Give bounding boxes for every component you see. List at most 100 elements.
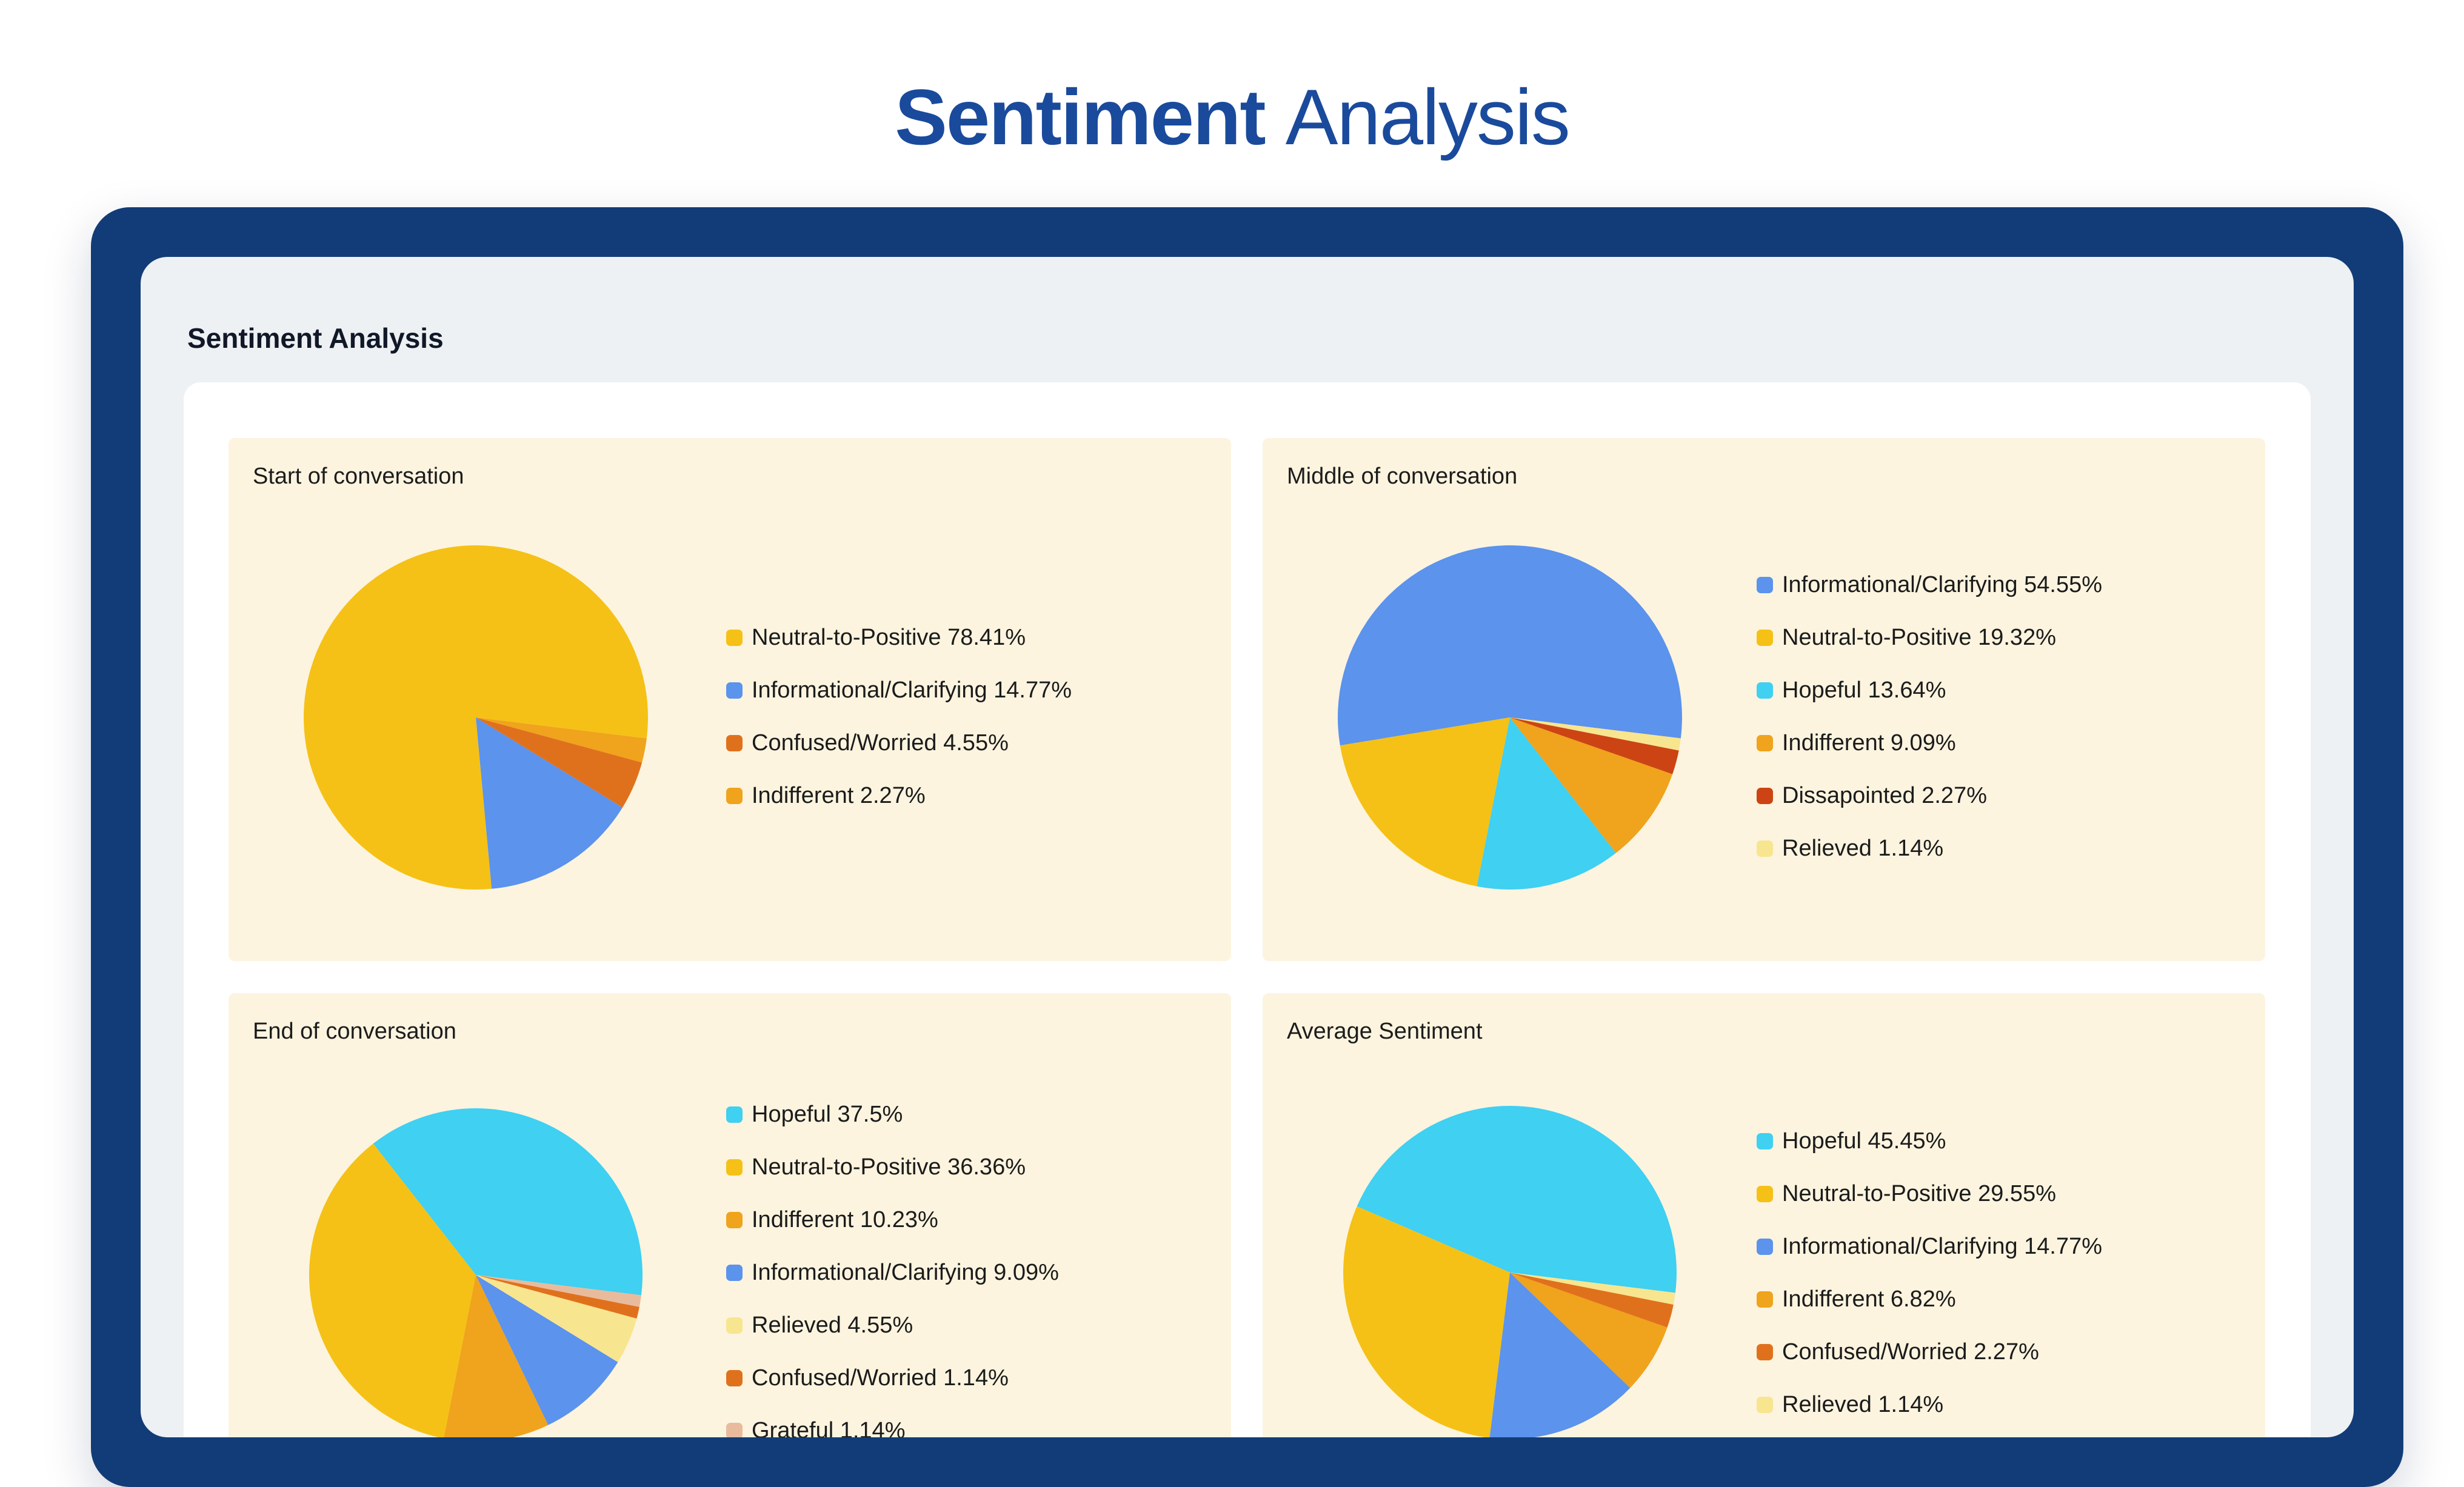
chart-title: Start of conversation xyxy=(253,464,464,489)
legend-swatch xyxy=(726,735,743,751)
legend-label: Neutral-to-Positive 19.32% xyxy=(1782,625,2056,650)
legend-swatch xyxy=(1757,682,1773,699)
legend-item[interactable]: Grateful 1.14% xyxy=(726,1405,1059,1437)
legend-label: Hopeful 45.45% xyxy=(1782,1128,1946,1154)
legend-item[interactable]: Neutral-to-Positive 29.55% xyxy=(1757,1168,2102,1220)
pie-chart xyxy=(1338,545,1682,890)
chart-title: Middle of conversation xyxy=(1287,464,1518,489)
chart-title: End of conversation xyxy=(253,1019,456,1044)
legend-label: Neutral-to-Positive 78.41% xyxy=(752,625,1026,650)
legend-item[interactable]: Neutral-to-Positive 36.36% xyxy=(726,1141,1059,1194)
sentiment-card: Sentiment Analysis Start of conversation… xyxy=(91,207,2403,1487)
pie-slice xyxy=(476,717,647,763)
pie-slice xyxy=(1510,717,1673,853)
legend-item[interactable]: Confused/Worried 1.14% xyxy=(726,1352,1059,1405)
legend-swatch xyxy=(1757,1344,1773,1360)
legend-swatch xyxy=(1757,788,1773,804)
legend-item[interactable]: Hopeful 45.45% xyxy=(1757,1115,2102,1168)
legend-item[interactable]: Indifferent 10.23% xyxy=(726,1194,1059,1246)
legend-label: Informational/Clarifying 9.09% xyxy=(752,1260,1059,1285)
legend-item[interactable]: Confused/Worried 2.27% xyxy=(1757,1326,2102,1379)
legend-item[interactable]: Neutral-to-Positive 19.32% xyxy=(1757,611,2102,664)
pie-slice xyxy=(1338,545,1682,746)
legend-label: Indifferent 6.82% xyxy=(1782,1286,1956,1312)
legend-swatch xyxy=(726,682,743,699)
page-title: Sentiment Analysis xyxy=(0,72,2464,162)
pie-slice xyxy=(476,717,643,808)
legend-swatch xyxy=(726,1106,743,1123)
legend-item[interactable]: Hopeful 13.64% xyxy=(1757,664,2102,717)
pie-chart xyxy=(304,545,648,890)
chart-legend: Hopeful 37.5% Neutral-to-Positive 36.36% I… xyxy=(726,1088,1059,1437)
legend-swatch xyxy=(1757,1186,1773,1202)
legend-swatch xyxy=(726,1317,743,1334)
legend-item[interactable]: Informational/Clarifying 14.77% xyxy=(1757,1220,2102,1273)
legend-label: Indifferent 2.27% xyxy=(752,783,926,808)
legend-swatch xyxy=(1757,630,1773,646)
pie-chart xyxy=(1343,1106,1677,1437)
legend-swatch xyxy=(1757,577,1773,593)
pie-slice xyxy=(1510,717,1679,774)
legend-label: Confused/Worried 2.27% xyxy=(1782,1339,2039,1365)
legend-label: Confused/Worried 4.55% xyxy=(752,730,1009,756)
legend-swatch xyxy=(1757,1397,1773,1413)
pie-slice xyxy=(476,1275,639,1319)
legend-label: Dissapointed 2.27% xyxy=(1782,783,1987,808)
legend-item[interactable]: Hopeful 37.5% xyxy=(726,1088,1059,1141)
legend-item[interactable]: Indifferent 9.09% xyxy=(1757,717,2102,770)
legend-swatch xyxy=(1757,1133,1773,1149)
legend-label: Grateful 1.14% xyxy=(752,1418,906,1437)
legend-swatch xyxy=(726,630,743,646)
legend-label: Relieved 1.14% xyxy=(1782,836,1944,861)
legend-swatch xyxy=(1757,1291,1773,1308)
pie-slice xyxy=(476,717,623,889)
legend-swatch xyxy=(726,1423,743,1437)
legend-label: Neutral-to-Positive 36.36% xyxy=(752,1154,1026,1180)
legend-item[interactable]: Dissapointed 2.27% xyxy=(1757,770,2102,822)
legend-label: Neutral-to-Positive 29.55% xyxy=(1782,1181,2056,1206)
legend-label: Informational/Clarifying 14.77% xyxy=(752,677,1072,703)
card-inner: Sentiment Analysis Start of conversation… xyxy=(141,257,2354,1437)
legend-item[interactable]: Indifferent 6.82% xyxy=(1757,1273,2102,1326)
legend-label: Indifferent 10.23% xyxy=(752,1207,938,1233)
legend-item[interactable]: Indifferent 2.27% xyxy=(726,770,1072,822)
legend-item[interactable]: Neutral-to-Positive 78.41% xyxy=(726,611,1072,664)
pie-slice xyxy=(476,1275,637,1362)
pie-slice xyxy=(1489,1272,1631,1437)
legend-swatch xyxy=(1757,840,1773,857)
legend-label: Confused/Worried 1.14% xyxy=(752,1365,1009,1391)
pie-slice xyxy=(304,545,648,890)
legend-swatch xyxy=(726,788,743,804)
charts-grid: Start of conversation Neutral-to-Positiv… xyxy=(229,438,2266,1437)
pie-slice xyxy=(1510,1272,1674,1328)
legend-item[interactable]: Informational/Clarifying 14.77% xyxy=(726,664,1072,717)
pie-slice xyxy=(1340,717,1510,887)
pie-slice xyxy=(476,1275,641,1307)
pie-chart xyxy=(309,1108,643,1437)
legend-item[interactable]: Relieved 1.14% xyxy=(1757,1379,2102,1431)
pie-slice xyxy=(1477,717,1616,890)
legend-label: Informational/Clarifying 14.77% xyxy=(1782,1234,2103,1259)
chart-panel-start: Start of conversation Neutral-to-Positiv… xyxy=(229,438,1231,961)
legend-label: Indifferent 9.09% xyxy=(1782,730,1956,756)
chart-title: Average Sentiment xyxy=(1287,1019,1483,1044)
chart-panel-average: Average Sentiment Hopeful 45.45% Neutral-… xyxy=(1263,993,2265,1437)
pie-slice xyxy=(476,1275,618,1425)
legend-item[interactable]: Informational/Clarifying 54.55% xyxy=(1757,559,2102,611)
page-title-bold: Sentiment xyxy=(895,73,1266,161)
chart-legend: Informational/Clarifying 54.55% Neutral-t… xyxy=(1757,559,2102,875)
legend-label: Relieved 4.55% xyxy=(752,1312,913,1338)
pie-slice xyxy=(373,1108,643,1296)
card-header: Sentiment Analysis xyxy=(187,322,444,354)
legend-swatch xyxy=(726,1159,743,1176)
chart-legend: Hopeful 45.45% Neutral-to-Positive 29.55%… xyxy=(1757,1115,2102,1431)
pie-slice xyxy=(444,1275,549,1437)
legend-item[interactable]: Confused/Worried 4.55% xyxy=(726,717,1072,770)
legend-item[interactable]: Relieved 4.55% xyxy=(726,1299,1059,1352)
pie-slice xyxy=(309,1143,476,1437)
legend-item[interactable]: Relieved 1.14% xyxy=(1757,822,2102,875)
legend-swatch xyxy=(726,1370,743,1386)
chart-panel-end: End of conversation Hopeful 37.5% Neutral… xyxy=(229,993,1231,1437)
legend-item[interactable]: Informational/Clarifying 9.09% xyxy=(726,1246,1059,1299)
pie-slice xyxy=(1357,1106,1677,1293)
